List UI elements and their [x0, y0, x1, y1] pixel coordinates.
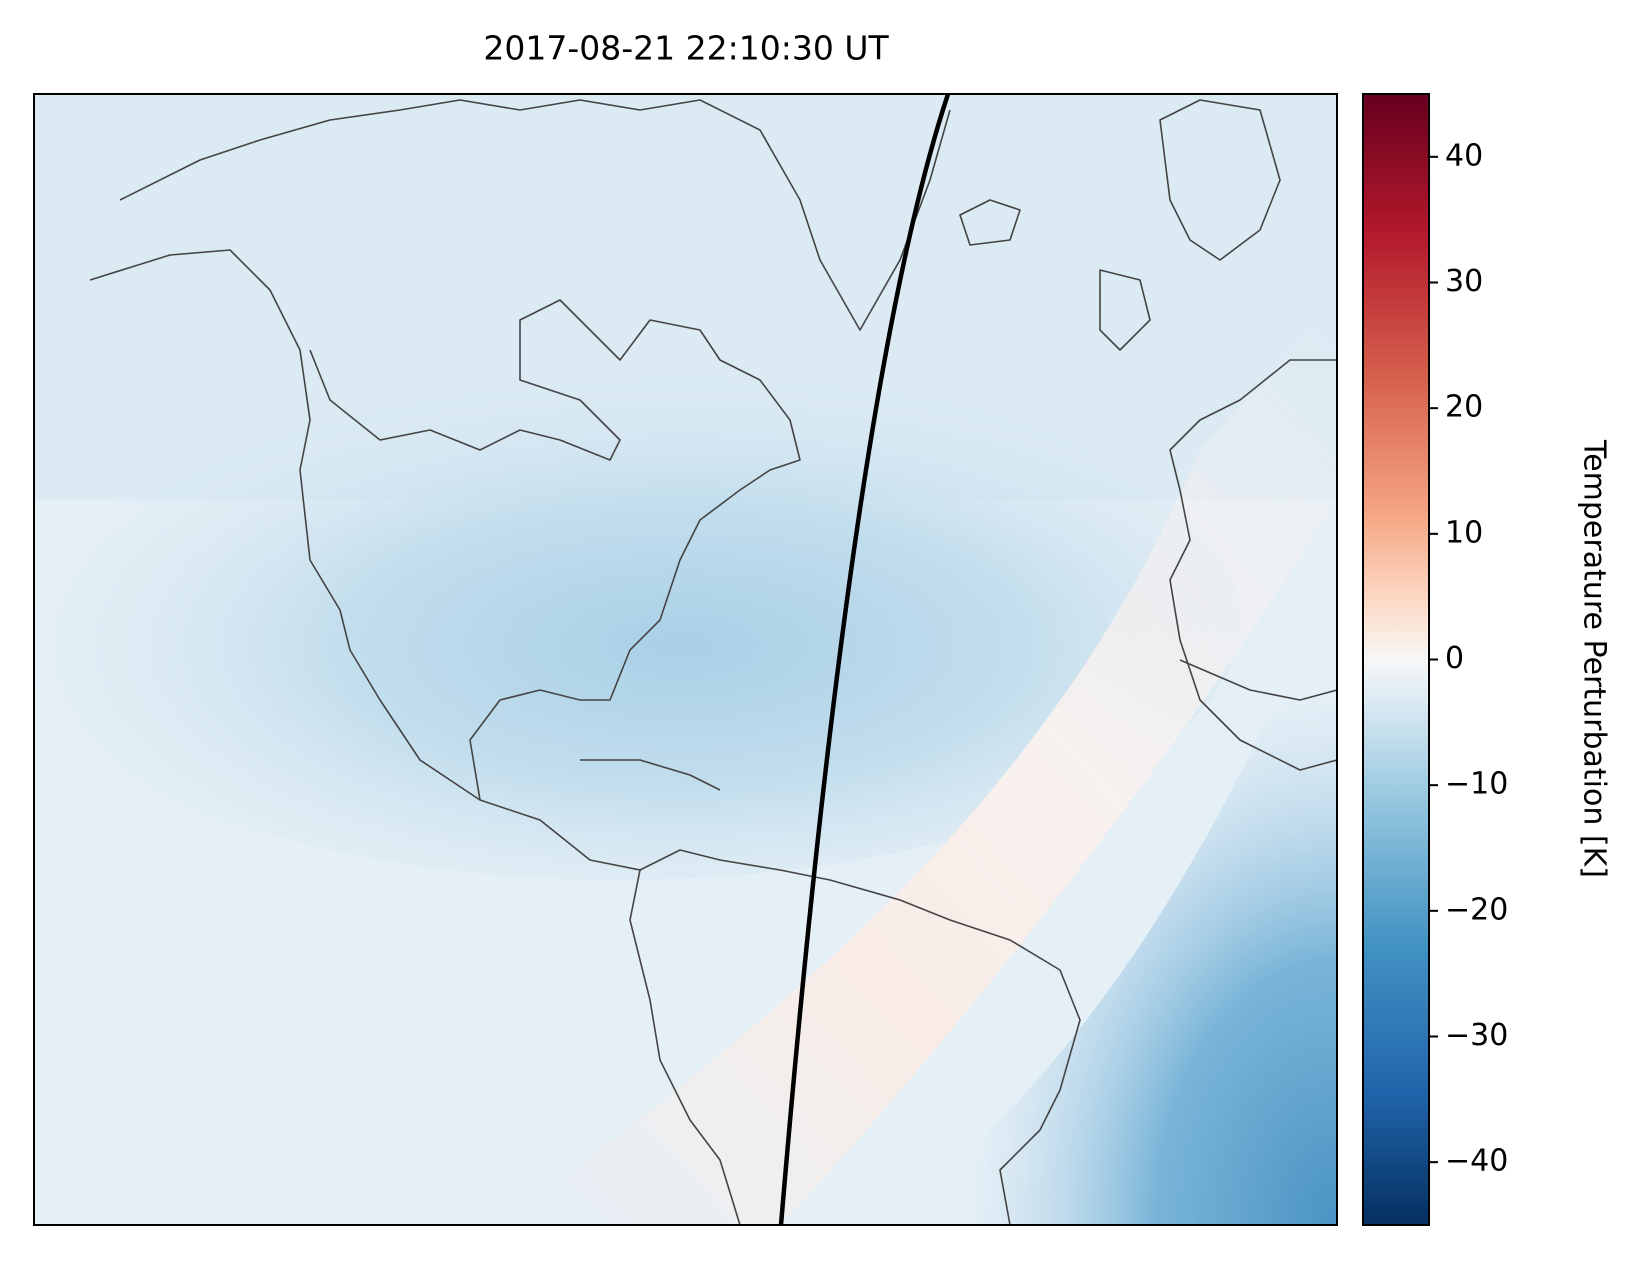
map-frame [33, 93, 1338, 1226]
colorbar-tick-label: 30 [1445, 264, 1483, 299]
colorbar-tick-label: −30 [1445, 1018, 1508, 1053]
terminator-line [778, 94, 951, 1225]
colorbar-tick-label: 0 [1445, 641, 1464, 676]
colorbar-tick-label: 40 [1445, 138, 1483, 173]
colorbar [1362, 93, 1430, 1226]
colorbar-tick-label: −20 [1445, 892, 1508, 927]
chart-title: 2017-08-21 22:10:30 UT [483, 29, 889, 68]
colorbar-tick-label: −10 [1445, 767, 1508, 802]
coastlines [89, 99, 1337, 1225]
colorbar-label: Temperature Perturbation [K] [1577, 439, 1612, 878]
colorbar-tick-label: 10 [1445, 515, 1483, 550]
colorbar-tick-label: −40 [1445, 1144, 1508, 1179]
colorbar-tick-label: 20 [1445, 390, 1483, 425]
map-field [34, 94, 1337, 1225]
